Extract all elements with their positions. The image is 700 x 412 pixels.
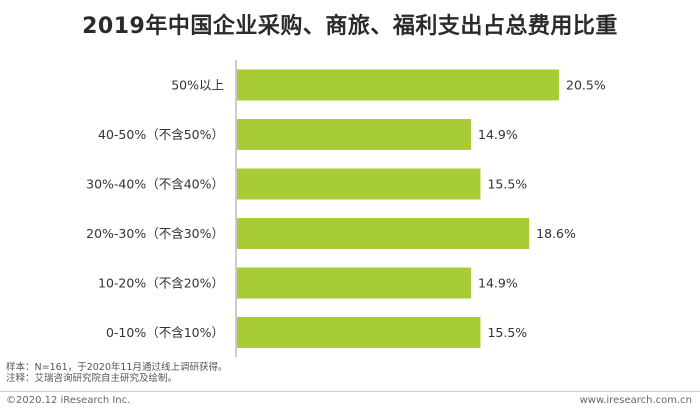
- category-label-2: 30%-40%（不含40%）: [86, 177, 224, 192]
- website-text: www.iresearch.com.cn: [579, 395, 692, 406]
- category-label-1: 40-50%（不含50%）: [98, 127, 224, 142]
- bar-1: [237, 119, 472, 150]
- value-label-0: 20.5%: [566, 78, 606, 93]
- source-note: 注释：艾瑞咨询研究院自主研究及绘制。: [6, 373, 178, 384]
- copyright-text: ©2020.12 iResearch Inc.: [6, 395, 131, 406]
- value-label-1: 14.9%: [478, 127, 518, 142]
- footnotes: 样本：N=161，于2020年11月通过线上调研获得。 注释：艾瑞咨询研究院自主…: [6, 362, 227, 384]
- chart-title: 2019年中国企业采购、商旅、福利支出占总费用比重: [82, 14, 618, 39]
- bar-2: [237, 168, 481, 200]
- category-label-5: 0-10%（不含10%）: [106, 325, 224, 340]
- bar-0: [237, 69, 559, 101]
- value-label-4: 14.9%: [478, 276, 518, 291]
- category-label-0: 50%以上: [171, 78, 224, 93]
- category-label-3: 20%-30%（不含30%）: [86, 226, 224, 241]
- value-label-5: 15.5%: [487, 325, 527, 340]
- value-label-3: 18.6%: [536, 226, 576, 241]
- sample-note: 样本：N=161，于2020年11月通过线上调研获得。: [6, 362, 228, 373]
- value-label-2: 15.5%: [487, 177, 527, 192]
- bar-5: [237, 317, 481, 348]
- bar-4: [237, 267, 472, 299]
- bar-3: [237, 218, 530, 249]
- category-label-4: 10-20%（不含20%）: [98, 276, 224, 291]
- footer-divider: [0, 391, 700, 392]
